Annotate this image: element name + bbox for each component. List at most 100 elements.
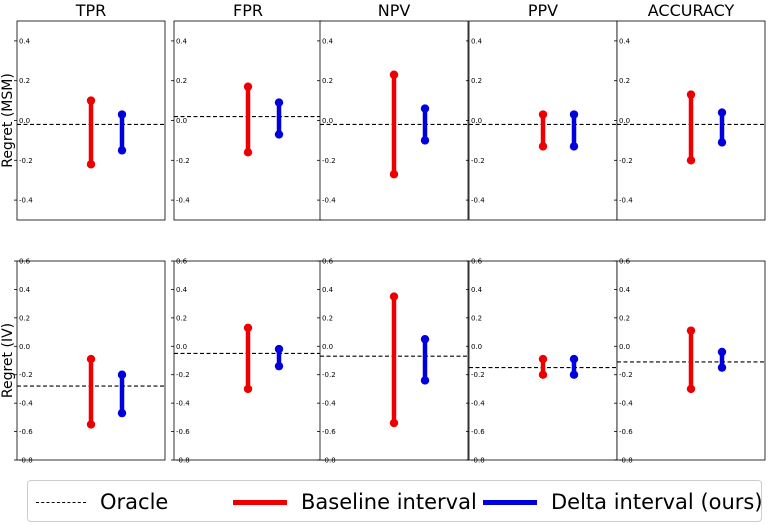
- legend-label-baseline: Baseline interval: [301, 490, 477, 514]
- y-tick-label: -0.4: [176, 197, 190, 205]
- y-tick-label: -0.6: [619, 428, 633, 436]
- delta-interval-high-point: [717, 108, 727, 117]
- y-tick-label: -0.2: [19, 157, 33, 165]
- delta-interval-high-point: [569, 110, 579, 119]
- y-tick-label: -0.8: [322, 457, 336, 465]
- column-title-npv: NPV: [378, 1, 411, 20]
- delta-interval-low-point: [117, 408, 127, 418]
- y-tick-label: -0.2: [322, 371, 336, 379]
- y-tick-label: 0.6: [322, 258, 334, 266]
- y-tick-label: 0.4: [19, 37, 31, 45]
- y-tick-label: -0.2: [176, 157, 190, 165]
- y-tick-label: -0.4: [619, 197, 633, 205]
- y-tick-label: 0.2: [471, 314, 482, 322]
- baseline-interval-high-point: [243, 82, 253, 91]
- y-tick-label: 0.4: [619, 37, 631, 45]
- delta-interval-high-point: [569, 354, 579, 364]
- y-tick-label: 0.4: [619, 286, 631, 294]
- column-title-accuracy: ACCURACY: [648, 1, 735, 20]
- y-tick-label: -0.4: [471, 197, 485, 205]
- baseline-interval-low-point: [538, 370, 548, 379]
- y-tick-label: 0.2: [19, 77, 30, 85]
- y-tick-label: 0.0: [619, 343, 630, 351]
- y-tick-label: -0.6: [471, 428, 485, 436]
- y-tick-label: -0.2: [322, 157, 336, 165]
- y-tick-label: 0.4: [322, 286, 334, 294]
- y-tick-label: -0.2: [619, 157, 633, 165]
- delta-interval-high-point: [117, 110, 127, 119]
- baseline-interval-low-point: [243, 384, 253, 394]
- y-tick-label: -0.4: [619, 400, 633, 408]
- baseline-interval-high-point: [86, 354, 96, 364]
- row-label-1: Regret (IV): [0, 323, 16, 398]
- y-tick-label: -0.4: [471, 400, 485, 408]
- y-tick-label: -0.2: [176, 371, 190, 379]
- y-tick-label: 0.6: [471, 258, 483, 266]
- delta-interval-high-point: [274, 98, 284, 107]
- delta-interval-high-point: [274, 344, 284, 354]
- y-tick-label: -0.2: [471, 371, 485, 379]
- legend-item-delta: Delta interval (ours): [483, 481, 763, 523]
- y-tick-label: 0.0: [322, 343, 333, 351]
- baseline-interval-low-point: [686, 156, 696, 165]
- y-tick-label: -0.4: [322, 400, 336, 408]
- y-tick-label: 0.4: [176, 37, 188, 45]
- column-title-fpr: FPR: [233, 1, 263, 20]
- y-tick-label: 0.2: [619, 314, 630, 322]
- y-tick-label: -0.2: [19, 371, 33, 379]
- y-tick-label: -0.8: [176, 457, 190, 465]
- baseline-interval-low-point: [243, 148, 253, 157]
- baseline-interval-low-point: [86, 160, 96, 169]
- delta-interval-low-point: [274, 361, 284, 371]
- y-tick-label: 0.0: [322, 117, 333, 125]
- delta-interval-low-point: [420, 136, 430, 145]
- y-tick-label: -0.4: [176, 400, 190, 408]
- y-tick-label: -0.6: [19, 428, 33, 436]
- column-title-tpr: TPR: [75, 1, 107, 20]
- y-tick-label: -0.4: [322, 197, 336, 205]
- delta-interval-low-point: [569, 142, 579, 151]
- y-tick-label: 0.2: [619, 77, 630, 85]
- y-tick-label: 0.6: [19, 258, 31, 266]
- oracle-line-swatch: [36, 501, 86, 503]
- delta-line-swatch: [483, 499, 537, 505]
- baseline-interval-high-point: [86, 96, 96, 105]
- baseline-interval-high-point: [243, 323, 253, 333]
- baseline-interval-high-point: [686, 90, 696, 99]
- y-tick-label: 0.0: [176, 117, 187, 125]
- y-tick-label: 0.6: [619, 258, 631, 266]
- delta-interval-low-point: [117, 146, 127, 155]
- y-tick-label: 0.0: [471, 343, 482, 351]
- y-tick-label: 0.4: [322, 37, 334, 45]
- y-tick-label: 0.2: [471, 77, 482, 85]
- baseline-interval-high-point: [389, 292, 399, 301]
- column-title-ppv: PPV: [528, 1, 558, 20]
- delta-interval-low-point: [274, 130, 284, 139]
- y-tick-label: -0.2: [471, 157, 485, 165]
- y-tick-label: 0.0: [19, 343, 30, 351]
- legend-item-baseline: Baseline interval: [233, 481, 477, 523]
- y-tick-label: -0.4: [19, 400, 33, 408]
- delta-interval-high-point: [420, 334, 430, 344]
- legend-item-oracle: Oracle: [36, 481, 168, 523]
- baseline-interval-low-point: [389, 170, 399, 179]
- delta-interval-high-point: [117, 370, 127, 379]
- baseline-interval-low-point: [686, 384, 696, 394]
- baseline-interval-low-point: [86, 420, 96, 429]
- y-tick-label: 0.4: [471, 37, 483, 45]
- baseline-interval-high-point: [538, 110, 548, 119]
- y-tick-label: -0.8: [19, 457, 33, 465]
- delta-interval-high-point: [717, 347, 727, 357]
- delta-interval-high-point: [420, 104, 430, 113]
- delta-interval-low-point: [717, 363, 727, 372]
- baseline-interval-high-point: [686, 326, 696, 335]
- y-tick-label: 0.0: [619, 117, 630, 125]
- y-tick-label: -0.4: [19, 197, 33, 205]
- y-tick-label: 0.2: [322, 314, 333, 322]
- y-tick-label: 0.0: [176, 343, 187, 351]
- y-tick-label: -0.8: [619, 457, 633, 465]
- y-tick-label: 0.0: [19, 117, 30, 125]
- legend: Oracle Baseline interval Delta interval …: [27, 480, 763, 523]
- y-tick-label: 0.2: [176, 314, 187, 322]
- y-tick-label: 0.2: [176, 77, 187, 85]
